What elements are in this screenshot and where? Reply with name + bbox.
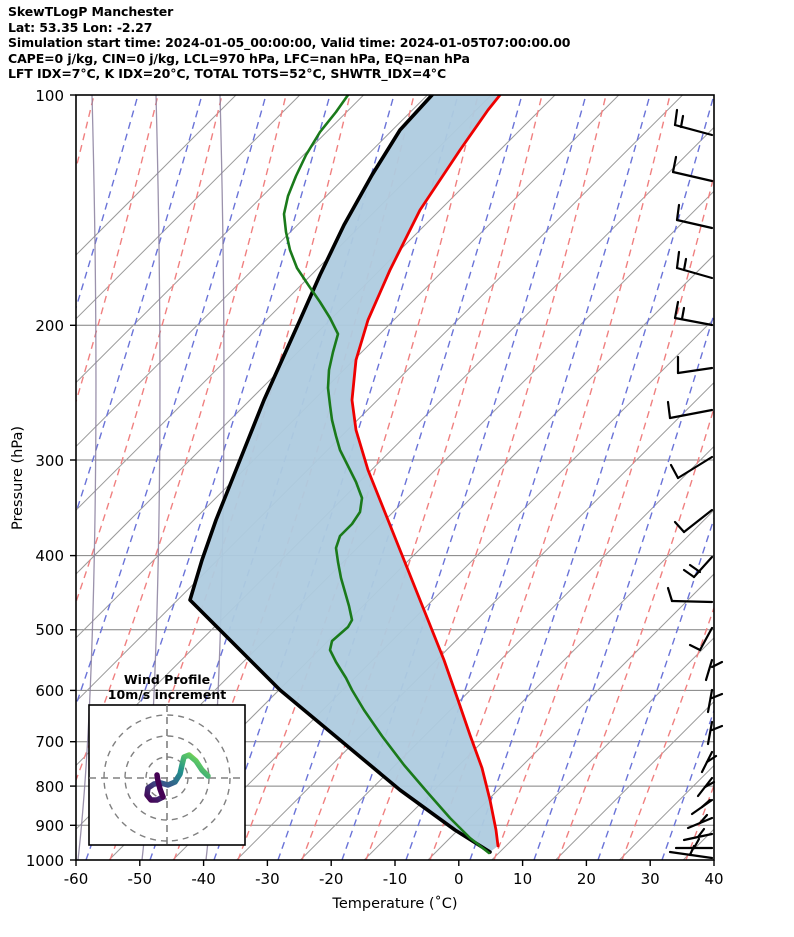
y-tick-label: 700 [35,733,64,751]
wind-barb [675,250,714,280]
x-axis-title: Temperature (˚C) [331,895,457,912]
x-tick-label: 20 [577,870,596,888]
wind-barb [690,798,714,816]
wind-barb [675,203,714,230]
header-indices-1: CAPE=0 j/kg, CIN=0 j/kg, LCL=970 hPa, LF… [8,50,470,66]
hodograph-trace [144,752,211,803]
x-tick-label: -20 [319,870,344,888]
x-tick-label: 10 [513,870,532,888]
wind-barb [669,455,714,480]
hodograph-title-line2: 10m/s increment [108,687,226,702]
wind-barb [682,827,714,842]
x-tick-label: -60 [64,870,89,888]
wind-barb [673,508,714,534]
wind-barb [696,776,716,798]
x-tick-label: 30 [641,870,660,888]
y-tick-label: 100 [35,87,64,105]
y-tick-label: 900 [35,817,64,835]
hodograph-title-line1: Wind Profile [124,672,210,687]
x-tick-label: 40 [704,870,723,888]
negative-area-shading [190,95,500,852]
wind-barb [671,155,714,183]
x-tick-label: -30 [255,870,280,888]
y-axis-title: Pressure (hPa) [10,426,26,530]
dewpoint-curve [282,95,491,855]
y-tick-label: 1000 [26,852,64,870]
y-axis: 100 200 300 400 500 600 700 800 900 1000… [10,87,76,870]
hodograph-tail [154,772,166,800]
hodograph-frame [88,704,246,846]
wind-barbs [666,108,724,860]
wind-barb [673,300,714,327]
y-tick-label: 200 [35,317,64,335]
header-location: Lat: 53.35 Lon: -2.27 [8,19,153,35]
wind-barb [688,626,714,652]
y-tick-label: 500 [35,621,64,639]
hodograph-axes [89,705,245,845]
sounding-curves [188,95,502,855]
header-title: SkewTLogP Manchester [8,4,174,19]
x-axis: -60 -50 -40 -30 -20 -10 0 10 20 30 40 Te… [64,860,724,912]
temperature-curve [350,95,502,848]
y-tick-label: 800 [35,778,64,796]
x-tick-label: -40 [191,870,216,888]
wind-barb [673,108,714,137]
x-tick-label: -10 [383,870,408,888]
wind-barb [686,813,714,830]
y-tick-label: 600 [35,682,64,700]
parcel-curve [188,95,492,854]
wind-barb [676,355,714,375]
x-tick-label: -50 [128,870,153,888]
header-times: Simulation start time: 2024-01-05_00:00:… [8,35,571,51]
y-tick-marks [70,94,76,861]
y-tick-label: 400 [35,547,64,565]
wind-barb [666,400,714,420]
x-tick-label: 0 [454,870,464,888]
x-tick-marks [75,860,715,866]
figure-header: SkewTLogP Manchester Lat: 53.35 Lon: -2.… [8,4,788,82]
hodograph-inset: Wind Profile 10m/s increment [88,672,246,846]
y-tick-label: 300 [35,452,64,470]
header-indices-2: LFT IDX=7°C, K IDX=20°C, TOTAL TOTS=52°C… [8,66,447,82]
wind-barb [682,555,714,579]
wind-barb [668,844,714,860]
wind-barb [666,586,714,604]
